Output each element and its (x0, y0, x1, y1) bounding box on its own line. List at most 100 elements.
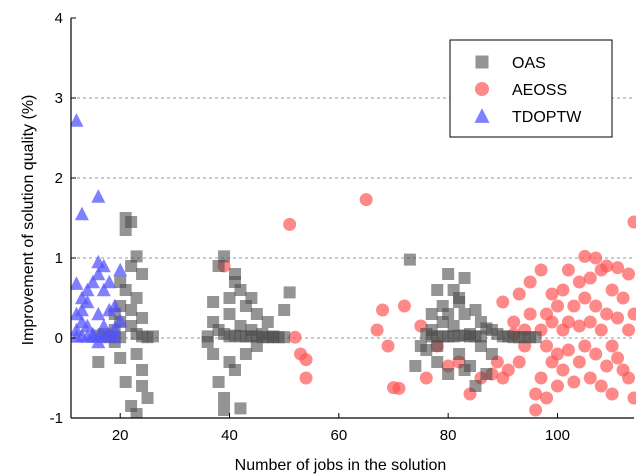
point-aeoss (572, 275, 586, 289)
point-tdoptw (80, 294, 95, 309)
legend-label-oas: OAS (512, 55, 546, 72)
point-oas (212, 260, 225, 272)
point-aeoss (572, 355, 586, 369)
point-oas (447, 320, 460, 332)
point-aeoss (611, 311, 625, 325)
series-aeoss (217, 193, 636, 417)
point-aeoss (540, 391, 554, 405)
point-aeoss (419, 371, 433, 385)
point-oas (141, 392, 154, 404)
point-oas (245, 292, 258, 304)
point-tdoptw (71, 276, 84, 290)
point-aeoss (381, 339, 395, 353)
point-oas (431, 340, 444, 352)
point-aeoss (594, 379, 608, 393)
point-aeoss (529, 403, 543, 417)
point-aeoss (545, 315, 559, 329)
point-oas (431, 284, 444, 296)
point-oas (480, 368, 493, 380)
point-aeoss (600, 359, 614, 373)
point-aeoss (501, 363, 515, 377)
point-aeoss (600, 259, 614, 273)
point-aeoss (616, 291, 630, 305)
point-oas (136, 380, 149, 392)
point-tdoptw (80, 282, 95, 297)
point-aeoss (523, 307, 537, 321)
point-oas (431, 356, 444, 368)
point-aeoss (583, 371, 597, 385)
point-aeoss (561, 263, 575, 277)
point-aeoss (561, 315, 575, 329)
x-tick-label: 80 (440, 427, 457, 444)
point-aeoss (507, 315, 521, 329)
point-aeoss (578, 291, 592, 305)
point-aeoss (540, 339, 554, 353)
data-points (71, 113, 636, 418)
axes: -1 0 1 2 3 4 20 40 60 80 100 (50, 10, 634, 444)
point-oas (283, 286, 296, 299)
legend-label-tdoptw: TDOPTW (512, 109, 582, 126)
point-oas (250, 308, 263, 320)
y-tick-label: -1 (50, 410, 63, 427)
point-aeoss (594, 323, 608, 337)
point-oas (136, 268, 149, 280)
point-oas (267, 331, 280, 344)
point-oas (114, 352, 127, 364)
point-aeoss (572, 319, 586, 333)
point-aeoss (622, 267, 636, 281)
point-tdoptw (91, 306, 106, 321)
point-tdoptw (113, 313, 128, 327)
point-aeoss (299, 353, 313, 367)
point-oas (146, 330, 159, 343)
point-aeoss (589, 299, 603, 313)
y-tick-label: 3 (55, 90, 63, 107)
point-aeoss (512, 287, 526, 301)
point-oas (92, 356, 105, 368)
point-aeoss (550, 379, 564, 393)
point-aeoss (288, 330, 302, 344)
point-oas (125, 260, 138, 272)
series-tdoptw (71, 113, 128, 349)
point-aeoss (589, 251, 603, 265)
point-tdoptw (74, 206, 89, 221)
point-oas (228, 364, 241, 376)
point-tdoptw (96, 318, 111, 333)
point-tdoptw (113, 262, 128, 277)
point-aeoss (376, 303, 390, 317)
y-tick-label: 0 (55, 330, 63, 347)
point-oas (228, 268, 241, 280)
point-aeoss (523, 275, 537, 289)
x-tick-label: 40 (221, 427, 238, 444)
point-oas (207, 348, 220, 360)
point-oas (218, 392, 231, 404)
point-aeoss (561, 343, 575, 357)
point-tdoptw (91, 189, 106, 203)
point-oas (125, 304, 138, 316)
point-oas (218, 250, 231, 263)
point-oas (130, 292, 143, 304)
point-aeoss (583, 271, 597, 285)
point-oas (425, 330, 438, 343)
point-oas (485, 348, 498, 360)
point-oas (474, 330, 487, 343)
y-tick-label: 4 (55, 10, 63, 27)
point-aeoss (496, 295, 510, 309)
point-aeoss (627, 307, 636, 321)
point-aeoss (578, 339, 592, 353)
point-aeoss (578, 249, 592, 263)
point-oas (130, 408, 143, 418)
point-oas (420, 344, 433, 356)
point-tdoptw (71, 113, 84, 127)
point-aeoss (556, 283, 570, 297)
point-aeoss (392, 381, 406, 395)
point-oas (136, 312, 149, 324)
point-oas (223, 292, 236, 304)
point-oas (474, 340, 487, 352)
x-tick-label: 20 (112, 427, 129, 444)
point-oas (234, 320, 247, 332)
point-tdoptw (107, 321, 122, 335)
point-oas (442, 308, 455, 320)
legend-marker-oas (475, 55, 489, 69)
point-tdoptw (96, 258, 111, 273)
